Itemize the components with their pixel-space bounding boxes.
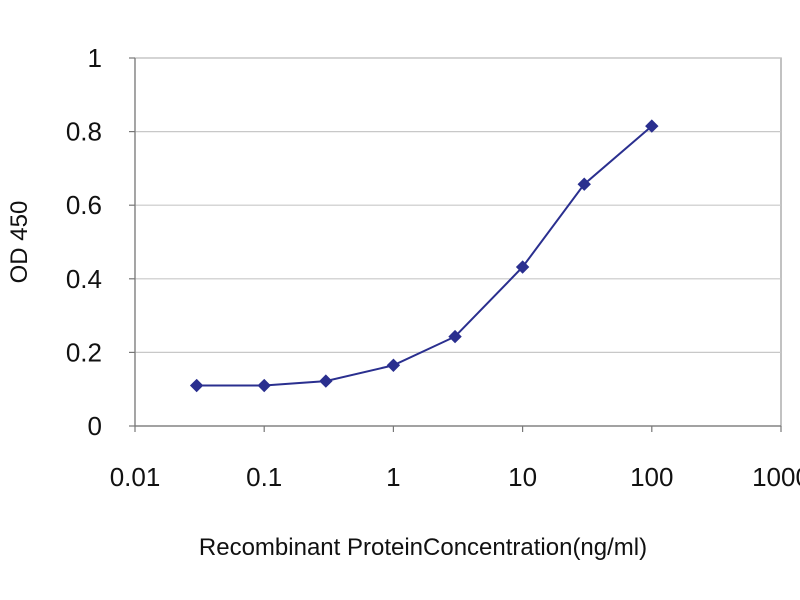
- x-tick-label: 0.01: [110, 462, 161, 492]
- y-ticks: 0 0.2 0.4 0.6 0.8 1: [66, 43, 135, 441]
- data-point: [515, 260, 530, 274]
- plot-area: [134, 57, 782, 427]
- grid-layer: [135, 57, 781, 353]
- x-tick-label: 10: [508, 462, 537, 492]
- data-point: [645, 119, 659, 133]
- x-tick-label: 0.1: [246, 462, 282, 492]
- data-point: [189, 378, 204, 393]
- x-tick-label: 100: [630, 462, 673, 492]
- series-line: [196, 125, 653, 387]
- y-tick-label: 0.2: [66, 337, 102, 367]
- data-point: [577, 177, 591, 191]
- y-axis-title: OD 450: [6, 201, 33, 284]
- y-tick-label: 0.6: [66, 190, 102, 220]
- series-layer: [189, 119, 659, 393]
- x-ticks: 0.01 0.1 1 10 100 1000: [110, 426, 800, 492]
- x-tick-label: 1: [386, 462, 400, 492]
- x-axis-title: Recombinant ProteinConcentration(ng/ml): [199, 534, 647, 561]
- y-tick-label: 0.8: [66, 117, 102, 147]
- y-tick-label: 1: [88, 43, 102, 73]
- data-point: [386, 358, 401, 372]
- data-point: [319, 374, 333, 388]
- x-tick-label: 1000: [752, 462, 800, 492]
- y-tick-label: 0: [88, 411, 102, 441]
- y-tick-label: 0.4: [66, 264, 102, 294]
- data-point: [257, 378, 271, 393]
- data-point: [448, 329, 462, 344]
